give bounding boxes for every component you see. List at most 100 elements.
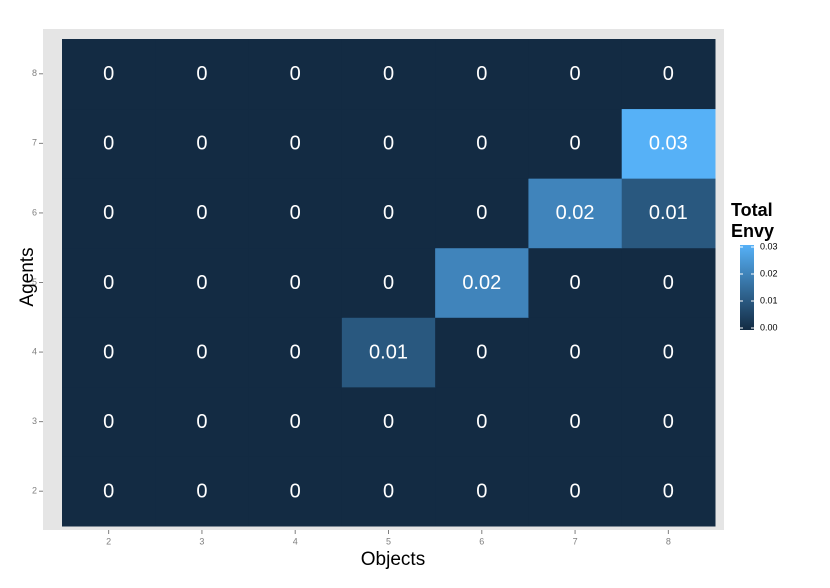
- cell-label: 0: [476, 480, 487, 502]
- cell-label: 0: [476, 133, 487, 155]
- heatmap-cell: [435, 456, 529, 527]
- cell-label: 0: [383, 411, 394, 433]
- cell-label: 0: [476, 63, 487, 85]
- heatmap-cell: [155, 108, 250, 179]
- cell-label: 0: [290, 411, 301, 433]
- heatmap-cell: [341, 39, 436, 110]
- heatmap-cell: [155, 317, 250, 388]
- heatmap-cell: [621, 178, 716, 249]
- heatmap-cell: [155, 456, 250, 527]
- y-tick-label: 8: [32, 68, 37, 78]
- cell-label: 0: [570, 480, 581, 502]
- cell-label: 0: [290, 341, 301, 363]
- cell-label: 0: [383, 480, 394, 502]
- y-tick-label: 7: [32, 138, 37, 148]
- cell-label: 0.01: [649, 202, 688, 224]
- cell-label: 0: [570, 133, 581, 155]
- cell-label: 0: [290, 202, 301, 224]
- heatmap-cell: [435, 39, 529, 110]
- cell-label: 0.01: [369, 341, 408, 363]
- y-tick-label: 3: [32, 416, 37, 426]
- heatmap-cell: [248, 456, 343, 527]
- cell-label: 0: [663, 341, 674, 363]
- cell-label: 0: [383, 133, 394, 155]
- colorbar-tick-label: 0.02: [760, 268, 778, 278]
- heatmap-cell: [341, 317, 436, 388]
- cell-label: 0.03: [649, 133, 688, 155]
- heatmap-cell: [248, 386, 343, 457]
- cell-label: 0: [103, 272, 114, 294]
- x-axis-title: Objects: [361, 549, 425, 570]
- colorbar-tick-label: 0.00: [760, 322, 778, 332]
- cell-label: 0: [103, 202, 114, 224]
- x-tick-label: 5: [386, 536, 391, 546]
- heatmap-cell: [621, 317, 716, 388]
- heatmap-cell: [62, 386, 156, 457]
- heatmap-cell: [528, 456, 623, 527]
- x-tick-label: 6: [479, 536, 484, 546]
- cell-label: 0: [196, 480, 207, 502]
- cell-label: 0: [196, 411, 207, 433]
- heatmap-cell: [62, 39, 156, 110]
- y-axis-title: Agents: [17, 247, 38, 306]
- cell-label: 0: [196, 272, 207, 294]
- cell-label: 0: [196, 133, 207, 155]
- heatmap-cell: [621, 386, 716, 457]
- heatmap-cell: [341, 108, 436, 179]
- legend-title: Total Envy: [731, 200, 775, 241]
- heatmap-cell: [155, 39, 250, 110]
- heatmap-cell: [528, 39, 623, 110]
- heatmap-cell: [248, 178, 343, 249]
- cell-label: 0: [290, 63, 301, 85]
- cell-label: 0: [103, 63, 114, 85]
- heatmap-cell: [62, 178, 156, 249]
- cell-label: 0: [570, 341, 581, 363]
- y-tick-label: 5: [32, 277, 37, 287]
- cell-label: 0: [290, 480, 301, 502]
- heatmap-cell: [621, 247, 716, 318]
- heatmap-cell: [62, 108, 156, 179]
- heatmap-cell: [528, 317, 623, 388]
- cell-label: 0: [570, 63, 581, 85]
- x-tick-label: 2: [106, 536, 111, 546]
- cell-label: 0: [383, 63, 394, 85]
- heatmap-cell: [528, 386, 623, 457]
- heatmap-cell: [62, 456, 156, 527]
- cell-label: 0: [476, 411, 487, 433]
- heatmap-cell: [62, 317, 156, 388]
- heatmap-cell: [528, 247, 623, 318]
- heatmap-cell: [155, 247, 250, 318]
- cell-label: 0: [383, 202, 394, 224]
- x-tick-label: 8: [666, 536, 671, 546]
- heatmap-cell: [341, 247, 436, 318]
- colorbar-tick-label: 0.03: [760, 241, 778, 251]
- cell-label: 0: [663, 63, 674, 85]
- heatmap-cell: [248, 317, 343, 388]
- heatmap-cell: [155, 178, 250, 249]
- cell-label: 0: [663, 480, 674, 502]
- x-tick-label: 7: [573, 536, 578, 546]
- cell-label: 0: [663, 411, 674, 433]
- cell-label: 0: [290, 272, 301, 294]
- heatmap-cell: [248, 108, 343, 179]
- heatmap-cell: [528, 108, 623, 179]
- cell-label: 0: [103, 411, 114, 433]
- cell-label: 0: [570, 411, 581, 433]
- cell-label: 0: [196, 63, 207, 85]
- cell-label: 0: [196, 341, 207, 363]
- cell-label: 0: [476, 202, 487, 224]
- cell-label: 0: [570, 272, 581, 294]
- x-tick-label: 4: [293, 536, 298, 546]
- x-tick-label: 3: [199, 536, 204, 546]
- heatmap-cell: [155, 386, 250, 457]
- heatmap-cell: [621, 456, 716, 527]
- heatmap-cell: [435, 386, 529, 457]
- heatmap-cell: [341, 386, 436, 457]
- heatmap-cell: [435, 247, 529, 318]
- y-tick-label: 4: [32, 346, 37, 356]
- cell-label: 0: [383, 272, 394, 294]
- heatmap-cell: [621, 108, 716, 179]
- heatmap-cell: [248, 39, 343, 110]
- heatmap-cell: [528, 178, 623, 249]
